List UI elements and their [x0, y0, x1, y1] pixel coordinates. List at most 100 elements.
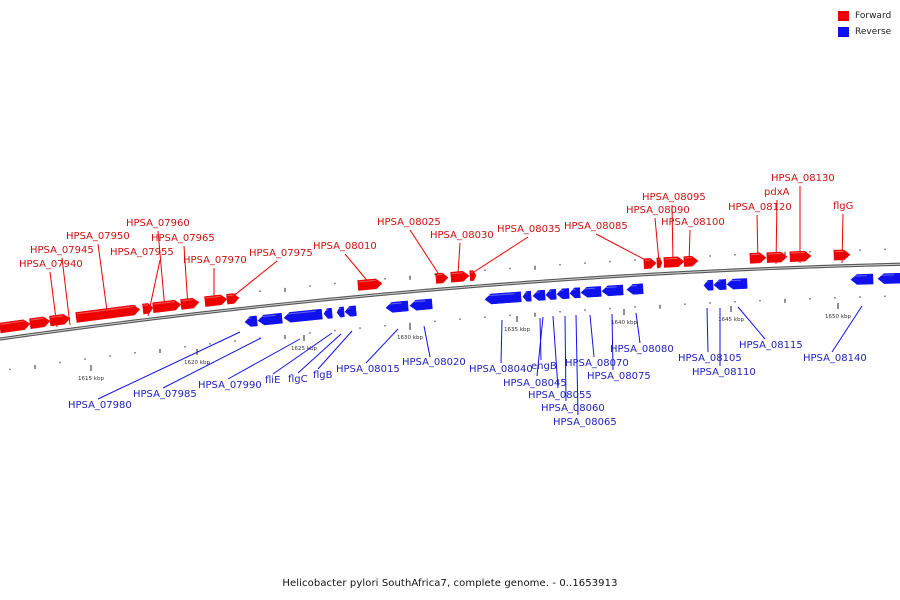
gene-shine — [410, 300, 426, 303]
gene-body — [850, 273, 874, 285]
reverse-gene-arrow — [336, 306, 345, 318]
forward-gene-arrow — [643, 258, 657, 269]
reverse-gene-label: HPSA_08075 — [587, 371, 651, 382]
reverse-connector — [589, 314, 595, 358]
reverse-gene-label: HPSA_08105 — [678, 353, 742, 364]
gene-body — [545, 288, 557, 300]
reverse-gene-label: HPSA_08065 — [553, 417, 617, 428]
reverse-gene-label: HPSA_08070 — [565, 358, 629, 369]
forward-gene-arrow — [0, 319, 31, 334]
gene-body — [29, 316, 51, 329]
gene-body — [409, 298, 433, 311]
reverse-connector — [500, 319, 503, 364]
gene-shine — [181, 299, 193, 302]
forward-gene-label: HPSA_07970 — [183, 255, 247, 266]
reverse-gene-arrow — [877, 272, 900, 284]
reverse-gene-arrow — [601, 284, 624, 297]
reverse-gene-arrow — [850, 273, 874, 285]
gene-body — [749, 252, 767, 264]
reverse-connector — [564, 315, 567, 402]
reverse-connector — [552, 315, 559, 389]
gene-shine — [664, 257, 678, 260]
reverse-gene-arrow — [283, 308, 323, 323]
forward-connector — [654, 217, 660, 263]
gene-body — [601, 284, 624, 297]
forward-gene-arrow — [656, 257, 663, 269]
reverse-gene-label: HPSA_08045 — [503, 378, 567, 389]
backbone-line — [0, 262, 900, 341]
gene-body — [152, 299, 182, 314]
forward-gene-label: pdxA — [764, 187, 790, 198]
gene-shine — [627, 285, 637, 287]
legend: Forward Reverse — [838, 9, 900, 41]
reverse-connector — [365, 328, 399, 364]
forward-gene-label: HPSA_08035 — [497, 224, 561, 235]
reverse-gene-label: flgB — [313, 370, 333, 381]
kbp-label: 1635 kbp — [504, 327, 530, 333]
gene-body — [435, 272, 449, 284]
gene-body — [580, 286, 602, 298]
reverse-gene-arrow — [726, 278, 748, 290]
reverse-gene-label: HPSA_07980 — [68, 400, 132, 411]
gene-body — [469, 270, 477, 281]
reverse-connector — [831, 305, 863, 353]
forward-gene-arrow — [789, 250, 812, 262]
gene-shine — [0, 320, 24, 325]
forward-gene-label: HPSA_07960 — [126, 218, 190, 229]
gene-body — [244, 315, 258, 327]
reverse-gene-arrow — [626, 283, 644, 295]
gene-body — [142, 303, 154, 315]
gene-shine — [245, 317, 252, 320]
reverse-gene-label: HPSA_08055 — [528, 390, 592, 401]
gene-body — [49, 313, 71, 327]
gene-body — [532, 289, 546, 301]
forward-gene-arrow — [683, 255, 699, 267]
forward-connector — [230, 260, 278, 299]
reverse-gene-arrow — [409, 298, 433, 311]
forward-gene-arrow — [226, 293, 240, 305]
reverse-gene-arrow — [545, 288, 557, 300]
gene-shine — [581, 287, 595, 290]
reverse-gene-label: HPSA_08115 — [739, 340, 803, 351]
forward-connector — [344, 253, 371, 285]
gene-body — [713, 279, 727, 290]
forward-swatch — [838, 11, 849, 21]
gene-body — [556, 288, 570, 300]
gene-body — [385, 300, 409, 313]
reverse-gene-label: HPSA_07990 — [198, 380, 262, 391]
gene-body — [656, 257, 663, 269]
forward-connector — [97, 243, 109, 319]
kbp-label: 1625 kbp — [291, 346, 317, 352]
forward-connector — [157, 230, 166, 311]
reverse-gene-label: HPSA_08110 — [692, 367, 756, 378]
forward-connector — [183, 245, 189, 308]
kbp-label: 1650 kbp — [825, 314, 851, 320]
reverse-swatch — [838, 27, 849, 37]
forward-gene-label: HPSA_08100 — [661, 217, 725, 228]
reverse-connector — [635, 312, 641, 344]
forward-gene-arrow — [469, 270, 477, 281]
gene-body — [344, 305, 357, 317]
forward-connector — [61, 257, 71, 326]
forward-connector — [671, 204, 674, 264]
kbp-label: 1640 kbp — [611, 320, 637, 326]
reverse-gene-arrow — [569, 287, 581, 299]
kbp-label: 1630 kbp — [397, 335, 423, 341]
gene-body — [336, 306, 345, 318]
gene-body — [789, 250, 812, 262]
gene-body — [357, 278, 383, 291]
genome-backbone — [0, 262, 900, 341]
forward-connector — [457, 242, 461, 275]
reverse-gene-label: engB — [531, 361, 557, 372]
backbone-highlight — [0, 263, 900, 340]
forward-gene-arrow — [833, 249, 851, 261]
forward-gene-label: HPSA_07955 — [110, 247, 174, 258]
gene-labels: HPSA_07940 HPSA_07945 HPSA_07950 HPSA_07955… — [19, 173, 867, 428]
reverse-connector — [227, 338, 301, 380]
gene-shine — [76, 306, 134, 315]
gene-body — [180, 297, 200, 310]
legend-item-reverse: Reverse — [838, 25, 900, 39]
gene-shine — [30, 317, 44, 321]
forward-gene-label: HPSA_07945 — [30, 245, 94, 256]
gene-body — [643, 258, 657, 269]
